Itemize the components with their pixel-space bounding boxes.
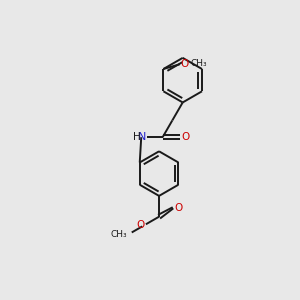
Text: N: N [138, 132, 147, 142]
Text: O: O [182, 132, 190, 142]
Text: CH₃: CH₃ [191, 59, 207, 68]
Text: O: O [136, 220, 145, 230]
Text: O: O [175, 203, 183, 213]
Text: CH₃: CH₃ [111, 230, 128, 239]
Text: H: H [133, 132, 141, 142]
Text: O: O [180, 59, 188, 69]
